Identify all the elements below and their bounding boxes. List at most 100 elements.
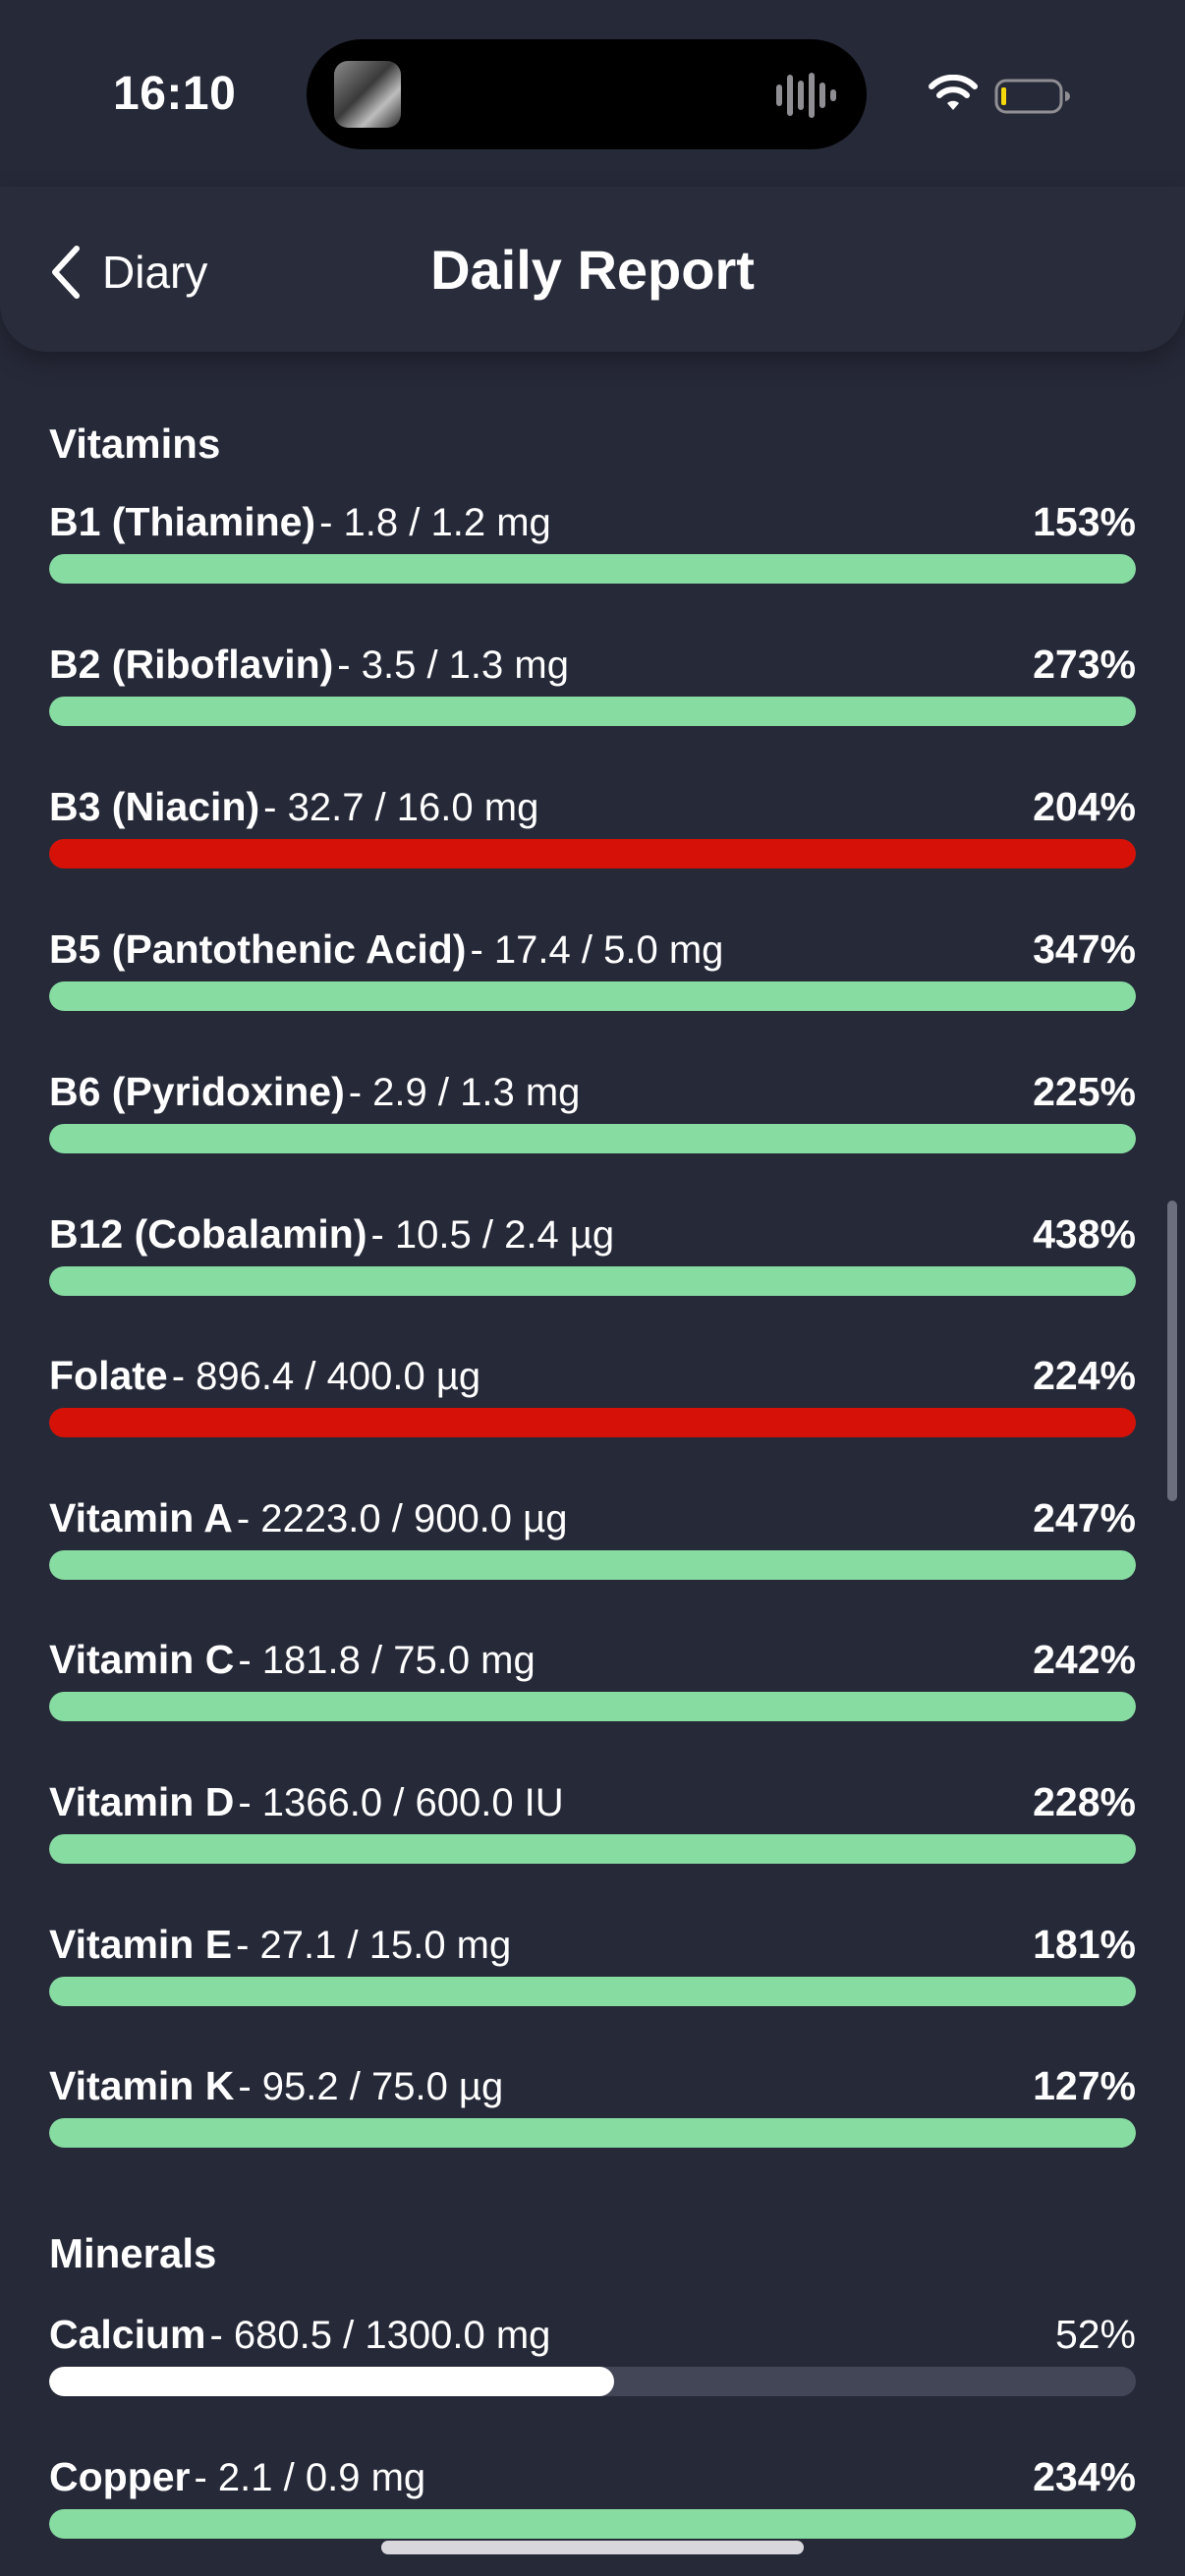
- nutrient-row-vitamin-k: Vitamin K - 95.2 / 75.0 µg 127%: [49, 2063, 1136, 2152]
- progress-fill: [49, 2509, 1136, 2539]
- now-playing-artwork: [334, 61, 401, 128]
- nutrient-name: Vitamin C: [49, 1637, 235, 1682]
- nutrient-row-folate: Folate - 896.4 / 400.0 µg 224%: [49, 1353, 1136, 1441]
- audio-waveform-icon: [776, 73, 836, 118]
- chevron-left-icon: [52, 246, 80, 299]
- progress-fill: [49, 1834, 1136, 1864]
- nutrient-percent: 347%: [1033, 926, 1136, 972]
- nutrient-row-vitamin-d: Vitamin D - 1366.0 / 600.0 IU 228%: [49, 1779, 1136, 1868]
- nutrient-row-b2: B2 (Riboflavin) - 3.5 / 1.3 mg 273%: [49, 642, 1136, 730]
- progress-bar: [49, 1977, 1136, 2006]
- nutrient-row-vitamin-c: Vitamin C - 181.8 / 75.0 mg 242%: [49, 1637, 1136, 1725]
- nutrient-name: Vitamin A: [49, 1495, 233, 1540]
- nutrient-amount: - 17.4 / 5.0 mg: [470, 928, 724, 972]
- navigation-bar: Diary Daily Report: [0, 187, 1185, 352]
- progress-bar: [49, 2367, 1136, 2396]
- nutrient-percent: 234%: [1033, 2454, 1136, 2499]
- wifi-icon: [929, 75, 978, 110]
- progress-fill: [49, 1977, 1136, 2006]
- nutrient-percent: 247%: [1033, 1495, 1136, 1540]
- progress-bar: [49, 1692, 1136, 1721]
- progress-bar: [49, 697, 1136, 726]
- nutrient-percent: 225%: [1033, 1069, 1136, 1114]
- nutrient-row-vitamin-a: Vitamin A - 2223.0 / 900.0 µg 247%: [49, 1495, 1136, 1584]
- section-title-minerals: Minerals: [49, 2230, 217, 2276]
- nutrient-name: Folate: [49, 1353, 168, 1398]
- nutrient-name: Copper: [49, 2454, 191, 2499]
- progress-fill: [49, 1408, 1136, 1437]
- nutrient-amount: - 680.5 / 1300.0 mg: [209, 2314, 551, 2357]
- nutrient-amount: - 32.7 / 16.0 mg: [263, 786, 539, 829]
- nutrient-row-copper: Copper - 2.1 / 0.9 mg 234%: [49, 2454, 1136, 2543]
- progress-fill: [49, 1266, 1136, 1296]
- nutrient-name: Vitamin K: [49, 2063, 235, 2108]
- nutrient-amount: - 3.5 / 1.3 mg: [337, 644, 569, 687]
- progress-bar: [49, 1408, 1136, 1437]
- progress-bar: [49, 1834, 1136, 1864]
- nutrient-name: B6 (Pyridoxine): [49, 1069, 345, 1114]
- back-label: Diary: [102, 247, 208, 298]
- progress-bar: [49, 554, 1136, 584]
- vertical-scrollbar[interactable]: [1167, 1201, 1177, 1501]
- nutrient-amount: - 2223.0 / 900.0 µg: [236, 1497, 568, 1540]
- progress-fill: [49, 2367, 615, 2396]
- nutrient-percent: 273%: [1033, 642, 1136, 687]
- progress-fill: [49, 697, 1136, 726]
- back-button[interactable]: Diary: [47, 238, 207, 307]
- progress-fill: [49, 981, 1136, 1011]
- progress-fill: [49, 1124, 1136, 1153]
- nutrient-percent: 52%: [1054, 2312, 1136, 2357]
- nutrient-amount: - 2.9 / 1.3 mg: [348, 1071, 581, 1114]
- nutrient-amount: - 27.1 / 15.0 mg: [236, 1924, 512, 1967]
- nutrient-percent: 438%: [1033, 1211, 1136, 1257]
- progress-fill: [49, 839, 1136, 868]
- progress-bar: [49, 2118, 1136, 2148]
- nutrient-name: B12 (Cobalamin): [49, 1211, 367, 1257]
- nutrient-percent: 153%: [1033, 499, 1136, 544]
- nutrient-name: Vitamin D: [49, 1779, 235, 1824]
- nutrient-percent: 127%: [1033, 2063, 1136, 2108]
- nutrient-amount: - 2.1 / 0.9 mg: [194, 2456, 426, 2499]
- progress-bar: [49, 2509, 1136, 2539]
- nutrient-row-b5: B5 (Pantothenic Acid) - 17.4 / 5.0 mg 34…: [49, 926, 1136, 1015]
- nutrient-name: B5 (Pantothenic Acid): [49, 926, 467, 972]
- nutrient-name: Calcium: [49, 2312, 206, 2357]
- nutrient-amount: - 896.4 / 400.0 µg: [171, 1355, 481, 1398]
- section-title-vitamins: Vitamins: [49, 420, 221, 467]
- nutrient-percent: 181%: [1033, 1922, 1136, 1967]
- nutrient-amount: - 10.5 / 2.4 µg: [370, 1213, 615, 1257]
- nutrient-row-b3: B3 (Niacin) - 32.7 / 16.0 mg 204%: [49, 784, 1136, 872]
- nutrient-row-calcium: Calcium - 680.5 / 1300.0 mg 52%: [49, 2312, 1136, 2400]
- progress-fill: [49, 2118, 1136, 2148]
- progress-bar: [49, 1266, 1136, 1296]
- progress-fill: [49, 1692, 1136, 1721]
- progress-fill: [49, 554, 1136, 584]
- page-title: Daily Report: [430, 239, 755, 301]
- home-indicator[interactable]: [381, 2541, 804, 2554]
- nutrient-percent: 204%: [1033, 784, 1136, 829]
- progress-bar: [49, 981, 1136, 1011]
- nutrient-row-b12: B12 (Cobalamin) - 10.5 / 2.4 µg 438%: [49, 1211, 1136, 1300]
- battery-icon: [994, 79, 1070, 114]
- progress-bar: [49, 1124, 1136, 1153]
- nutrient-row-b1: B1 (Thiamine) - 1.8 / 1.2 mg 153%: [49, 499, 1136, 588]
- nutrient-name: B3 (Niacin): [49, 784, 260, 829]
- nutrient-percent: 224%: [1033, 1353, 1136, 1398]
- nutrient-row-b6: B6 (Pyridoxine) - 2.9 / 1.3 mg 225%: [49, 1069, 1136, 1157]
- dynamic-island[interactable]: [307, 39, 867, 149]
- status-time: 16:10: [113, 68, 237, 120]
- status-bar: 16:10: [0, 0, 1185, 187]
- progress-bar: [49, 839, 1136, 868]
- nutrient-percent: 228%: [1033, 1779, 1136, 1824]
- nutrient-row-vitamin-e: Vitamin E - 27.1 / 15.0 mg 181%: [49, 1922, 1136, 2010]
- nutrient-amount: - 95.2 / 75.0 µg: [238, 2065, 504, 2108]
- progress-fill: [49, 1550, 1136, 1580]
- nutrient-name: B2 (Riboflavin): [49, 642, 334, 687]
- nutrient-percent: 242%: [1033, 1637, 1136, 1682]
- nutrient-amount: - 181.8 / 75.0 mg: [238, 1639, 536, 1682]
- progress-bar: [49, 1550, 1136, 1580]
- nutrient-amount: - 1.8 / 1.2 mg: [319, 501, 551, 544]
- nutrient-name: Vitamin E: [49, 1922, 233, 1967]
- nutrient-amount: - 1366.0 / 600.0 IU: [238, 1781, 564, 1824]
